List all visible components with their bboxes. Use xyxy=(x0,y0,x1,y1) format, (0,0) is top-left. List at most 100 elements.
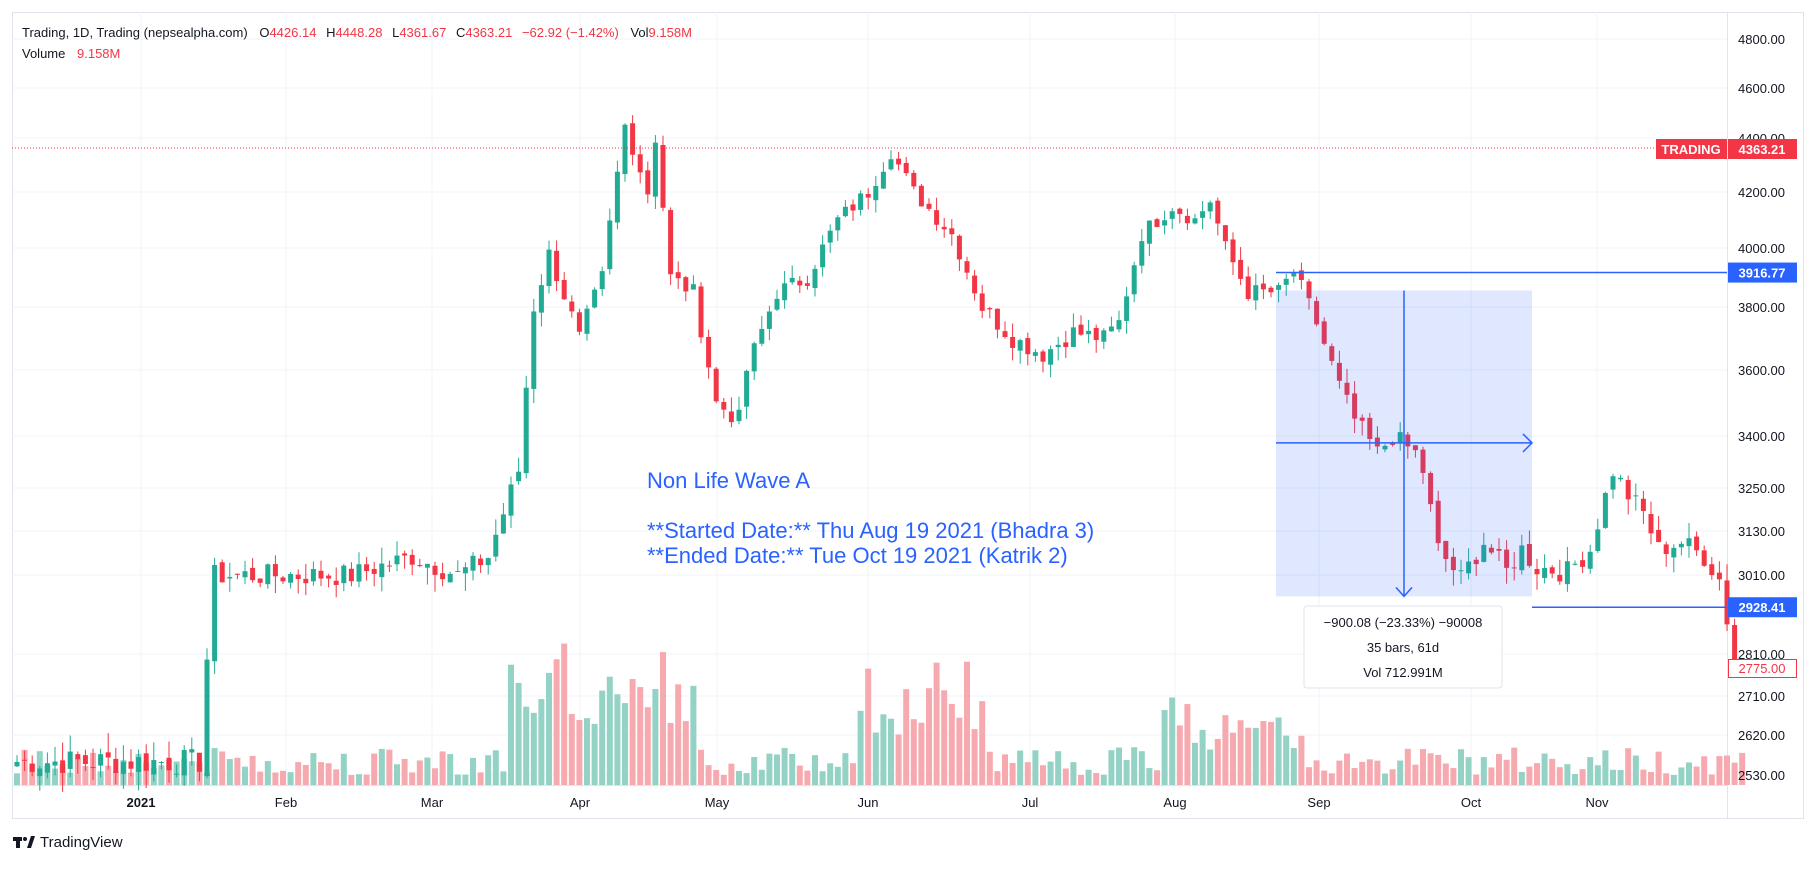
volume-bar xyxy=(1572,774,1578,785)
candle-body xyxy=(774,298,780,310)
volume-bar xyxy=(416,760,423,785)
volume-bar xyxy=(492,750,499,785)
candle-body xyxy=(242,571,248,578)
volume-bar xyxy=(1336,760,1343,785)
volume-bar xyxy=(295,762,302,785)
volume-bar xyxy=(1412,764,1419,785)
volume-bar xyxy=(568,713,575,785)
y-tick-label: 3250.00 xyxy=(1738,481,1785,496)
candle-body xyxy=(1344,382,1350,395)
candle-body xyxy=(1443,540,1449,560)
volume-bar xyxy=(895,734,902,785)
change-value: −62.92 (−1.42%) xyxy=(522,25,619,40)
candle-body xyxy=(888,159,894,170)
volume-bar xyxy=(1382,773,1388,785)
y-tick-label: 3400.00 xyxy=(1738,429,1785,444)
volume-bar xyxy=(584,718,590,785)
volume-bar xyxy=(1207,749,1214,785)
candle-body xyxy=(1390,443,1396,445)
candle-body xyxy=(911,172,917,187)
volume-bar xyxy=(979,701,986,785)
volume-bar xyxy=(242,766,248,785)
candle-body xyxy=(500,514,506,534)
candle-body xyxy=(151,760,157,775)
volume-bar xyxy=(1268,721,1274,785)
candle-body xyxy=(303,578,309,584)
volume-bar xyxy=(1496,754,1502,785)
volume-bar xyxy=(1062,768,1069,785)
volume-bar xyxy=(1374,760,1381,785)
volume-bar xyxy=(956,717,963,785)
volume-bar xyxy=(1192,742,1198,785)
candle-body xyxy=(736,409,742,422)
candle-body xyxy=(1352,393,1358,419)
candle-body xyxy=(599,271,605,290)
volume-bar xyxy=(348,774,355,785)
candle-body xyxy=(60,760,66,773)
volume-bar xyxy=(1632,755,1639,785)
volume-bar xyxy=(926,688,932,785)
candle-body xyxy=(348,568,354,582)
volume-bar xyxy=(477,772,484,785)
volume-bar xyxy=(850,763,856,785)
candle-body xyxy=(333,580,339,585)
volume-bar xyxy=(363,774,370,785)
candle-body xyxy=(1314,301,1320,325)
open-value: 4426.14 xyxy=(269,25,316,40)
candle-body xyxy=(493,534,499,557)
candle-body xyxy=(827,230,833,243)
volume-bar xyxy=(918,722,925,785)
candle-body xyxy=(516,471,522,482)
volume-bar xyxy=(1214,738,1221,785)
candle-body xyxy=(1542,567,1548,578)
volume-bar xyxy=(1564,764,1571,785)
candle-body xyxy=(417,565,423,567)
candle-body xyxy=(1732,624,1738,661)
candle-body xyxy=(1184,215,1190,224)
candle-body xyxy=(820,244,826,268)
candle-body xyxy=(1648,514,1654,534)
candle-body xyxy=(29,763,35,772)
candle-body xyxy=(1040,351,1046,362)
candle-body xyxy=(789,277,795,283)
candle-body xyxy=(1238,259,1244,279)
horizontal-levels[interactable]: 3916.77 2928.41 xyxy=(1276,262,1797,618)
candle-body xyxy=(1101,330,1107,342)
candle-body xyxy=(698,286,704,338)
volume-bar xyxy=(736,770,742,785)
volume-bar xyxy=(690,685,697,785)
volume-bar xyxy=(1093,773,1100,785)
candle-body xyxy=(660,145,666,208)
footer[interactable]: TradingView xyxy=(13,834,123,851)
price-axis[interactable]: 4800.004600.004400.004200.004000.003800.… xyxy=(1738,32,1785,783)
candle-body xyxy=(128,761,134,769)
volume-bar xyxy=(485,755,492,785)
candle-body xyxy=(1063,342,1069,348)
candle-body xyxy=(576,312,582,332)
candle-body xyxy=(90,767,96,769)
y-tick-label: 2710.00 xyxy=(1738,689,1785,704)
volume-bar xyxy=(1465,757,1472,785)
x-tick-label: 2021 xyxy=(127,795,156,810)
candle-body xyxy=(424,563,430,568)
y-tick-label: 3130.00 xyxy=(1738,524,1785,539)
volume-bar xyxy=(219,751,226,785)
volume-bar xyxy=(1002,754,1008,785)
time-axis[interactable]: 2021 Feb Mar Apr May Jun Jul Aug Sep Oct Nov xyxy=(127,795,1610,810)
low-value: 4361.67 xyxy=(399,25,446,40)
annotation[interactable]: Non Life Wave A **Started Date:** Thu Au… xyxy=(647,468,1094,568)
volume-bar xyxy=(1313,760,1320,785)
candle-body xyxy=(1336,362,1342,381)
candle-body xyxy=(1207,202,1213,212)
volume-bar xyxy=(287,772,294,785)
y-tick-label: 2530.00 xyxy=(1738,768,1785,783)
measure-tool[interactable]: −900.08 (−23.33%) −90008 35 bars, 61d Vol … xyxy=(1276,290,1534,689)
volume-bar xyxy=(1488,767,1495,785)
volume-bar xyxy=(378,748,385,785)
candle-body xyxy=(1618,477,1624,480)
volume-bar xyxy=(1184,704,1191,785)
volume-bar xyxy=(1724,755,1730,785)
volume-bar xyxy=(1138,751,1145,785)
